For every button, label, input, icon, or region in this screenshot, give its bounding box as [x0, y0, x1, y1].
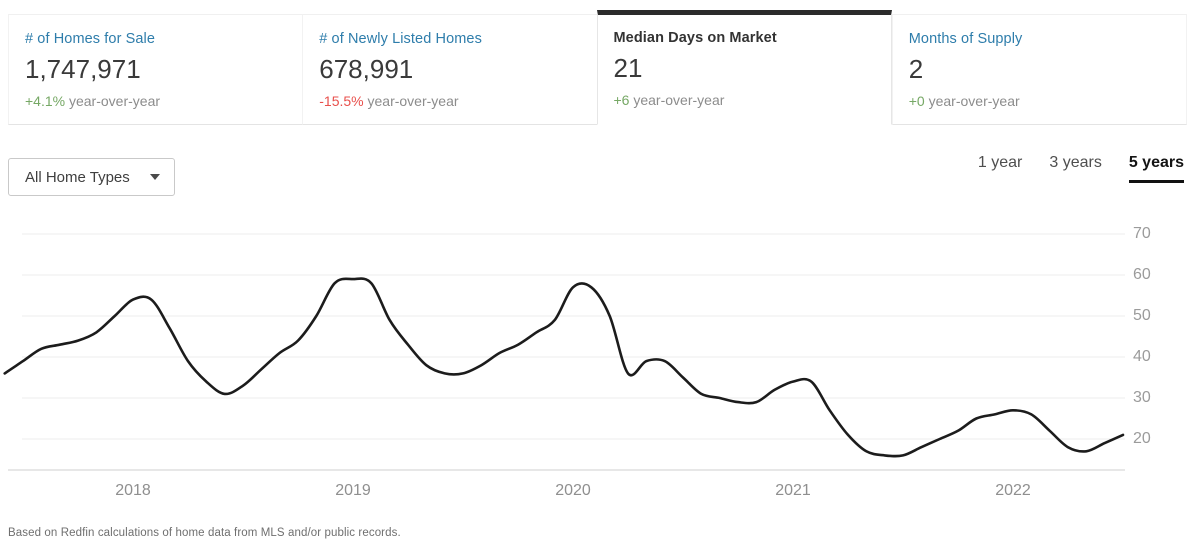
x-axis-year-label: 2022: [995, 482, 1031, 499]
yoy-delta: +6: [613, 92, 630, 108]
tab-months-of-supply[interactable]: Months of Supply 2 +0 year-over-year: [891, 14, 1187, 125]
x-axis-year-label: 2021: [775, 482, 811, 499]
tab-label: # of Homes for Sale: [25, 31, 156, 47]
y-axis-tick-label: 40: [1133, 348, 1151, 365]
range-1-year[interactable]: 1 year: [977, 154, 1023, 171]
y-axis-tick-label: 60: [1133, 266, 1151, 283]
tab-of-homes-for-sale[interactable]: # of Homes for Sale 1,747,971 +4.1% year-o…: [8, 14, 303, 125]
tab-of-newly-listed-homes[interactable]: # of Newly Listed Homes 678,991 -15.5% yea…: [302, 14, 597, 125]
tab-yoy-change: +6 year-over-year: [614, 92, 875, 108]
range-selector: 1 year 3 years 5 years: [978, 154, 1184, 183]
tab-label: # of Newly Listed Homes: [319, 31, 482, 47]
tab-value: 2: [908, 54, 924, 84]
yoy-suffix: year-over-year: [629, 92, 725, 108]
median-days-on-market-line: [3, 277, 1125, 458]
yoy-delta: +0: [908, 93, 925, 109]
x-axis-year-label: 2018: [115, 482, 151, 499]
yoy-suffix: year-over-year: [65, 93, 161, 109]
data-source-note: Based on Redfin calculations of home dat…: [8, 527, 401, 539]
range-5-years[interactable]: 5 years: [1128, 154, 1184, 183]
caret-down-icon: [150, 174, 160, 180]
y-axis-tick-label: 70: [1133, 225, 1151, 242]
tab-value: 678,991: [319, 54, 414, 84]
yoy-delta: -15.5%: [319, 93, 364, 109]
tab-yoy-change: +4.1% year-over-year: [25, 93, 286, 109]
tab-label: Median Days on Market: [613, 30, 777, 46]
stat-tabs: # of Homes for Sale 1,747,971 +4.1% year-o…: [8, 10, 1187, 125]
yoy-suffix: year-over-year: [363, 93, 459, 109]
x-axis-year-label: 2019: [335, 482, 371, 499]
range-3-years[interactable]: 3 years: [1049, 154, 1102, 171]
yoy-suffix: year-over-year: [924, 93, 1020, 109]
tab-value: 21: [613, 53, 643, 83]
yoy-delta: +4.1%: [25, 93, 66, 109]
y-axis-tick-label: 20: [1133, 430, 1151, 447]
tab-yoy-change: -15.5% year-over-year: [319, 93, 580, 109]
home-type-dropdown[interactable]: All Home Types: [8, 158, 175, 196]
tab-median-days-on-market[interactable]: Median Days on Market 21 +6 year-over-year: [596, 10, 892, 125]
tab-label: Months of Supply: [908, 31, 1023, 47]
tab-yoy-change: +0 year-over-year: [909, 93, 1170, 109]
y-axis-tick-label: 50: [1133, 307, 1151, 324]
x-axis-year-label: 2020: [555, 482, 591, 499]
tab-value: 1,747,971: [25, 54, 141, 84]
home-type-dropdown-label: All Home Types: [25, 168, 130, 186]
y-axis-tick-label: 30: [1133, 389, 1151, 406]
